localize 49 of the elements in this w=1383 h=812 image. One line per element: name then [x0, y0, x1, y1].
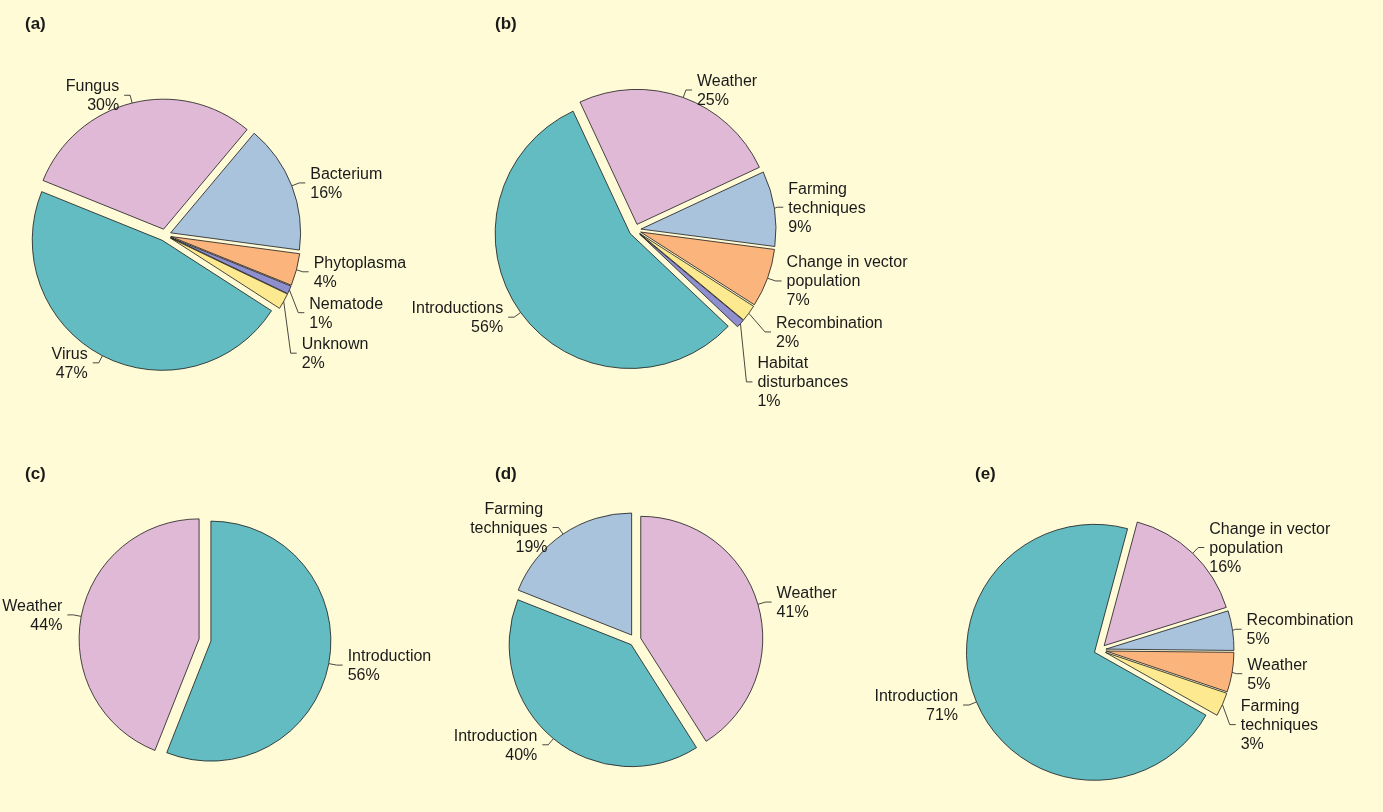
data-label: 16% — [1209, 558, 1242, 576]
data-label: 3% — [1240, 735, 1264, 753]
data-label: 16% — [310, 183, 343, 201]
data-label: 4% — [313, 272, 337, 290]
data-label: 1% — [309, 313, 333, 331]
data-label: 71% — [926, 706, 959, 724]
data-label: 40% — [505, 745, 538, 763]
chart-title: (b) — [495, 14, 517, 33]
slice-label: Nematode — [309, 294, 384, 312]
chart-title: (e) — [975, 464, 996, 483]
slice-label: Habitat disturbances — [757, 354, 849, 391]
slice-label: Change in vector population — [1209, 520, 1335, 557]
slice-label: Change in vector population — [786, 253, 912, 290]
slice-label: Weather — [776, 584, 838, 602]
slice-label: Bacterium — [310, 164, 383, 182]
slice-label: Introductions — [411, 299, 504, 317]
data-label: 5% — [1247, 674, 1271, 692]
slice-label: Farming techniques — [470, 500, 548, 537]
data-label: 30% — [87, 96, 120, 114]
data-label: 1% — [757, 392, 781, 410]
chart-title: (a) — [25, 14, 46, 33]
data-label: 47% — [55, 363, 88, 381]
data-label: 44% — [30, 615, 63, 633]
data-label: 56% — [471, 318, 504, 336]
slice-label: Introduction — [347, 647, 432, 665]
slice-label: Farming techniques — [788, 179, 866, 216]
slice-label: Virus — [51, 344, 88, 362]
chart-title: (c) — [25, 464, 46, 483]
data-label: 25% — [696, 90, 729, 108]
data-label: 9% — [788, 217, 812, 235]
slice-label: Recombination — [1246, 611, 1354, 629]
data-label: 19% — [515, 538, 548, 556]
slice-label: Fungus — [65, 77, 120, 95]
data-label: 56% — [347, 666, 380, 684]
data-label: 2% — [776, 332, 800, 350]
slice-label: Phytoplasma — [313, 253, 407, 271]
slice-label: Introduction — [874, 687, 959, 705]
data-label: 7% — [786, 291, 810, 309]
chart-title: (d) — [495, 464, 517, 483]
data-label: 41% — [776, 603, 809, 621]
data-label: 2% — [301, 354, 325, 372]
slice-label: Introduction — [453, 726, 538, 744]
data-label: 5% — [1246, 630, 1270, 648]
slice-label: Weather — [696, 71, 758, 89]
slice-label: Weather — [2, 596, 64, 614]
slice-label: Recombination — [776, 313, 883, 331]
slice-label: Unknown — [301, 335, 369, 353]
slice-label: Weather — [1247, 655, 1309, 673]
slice-label: Farming techniques — [1240, 697, 1319, 734]
